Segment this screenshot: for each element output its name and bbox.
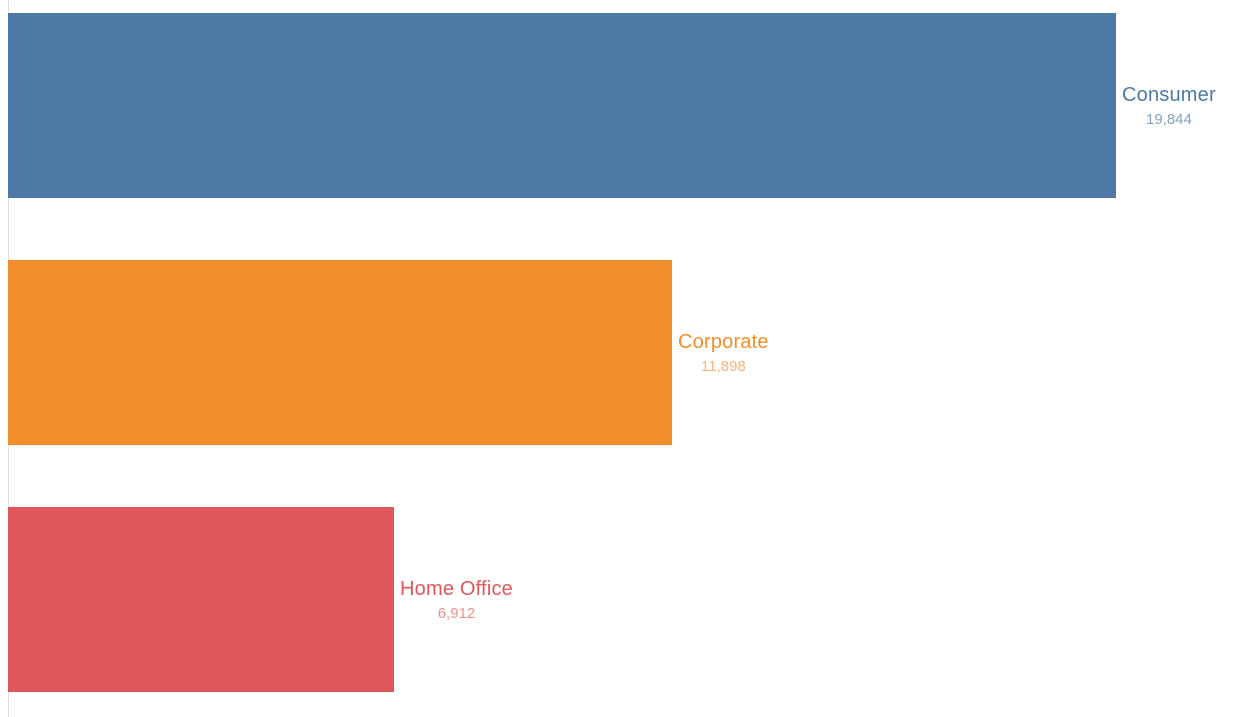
category-label-home-office: Home Office bbox=[400, 577, 513, 600]
mark-label-consumer: Consumer 19,844 bbox=[1122, 83, 1216, 132]
category-label-consumer: Consumer bbox=[1122, 83, 1216, 106]
mark-label-corporate: Corporate 11,898 bbox=[678, 330, 769, 379]
bar-home-office[interactable] bbox=[8, 507, 394, 692]
value-label-home-office: 6,912 bbox=[437, 604, 476, 622]
bar-consumer[interactable] bbox=[8, 13, 1116, 198]
bar-corporate[interactable] bbox=[8, 260, 672, 445]
value-label-corporate: 11,898 bbox=[700, 357, 746, 375]
category-label-corporate: Corporate bbox=[678, 330, 769, 353]
mark-label-home-office: Home Office 6,912 bbox=[400, 577, 513, 626]
value-label-consumer: 19,844 bbox=[1145, 110, 1192, 128]
